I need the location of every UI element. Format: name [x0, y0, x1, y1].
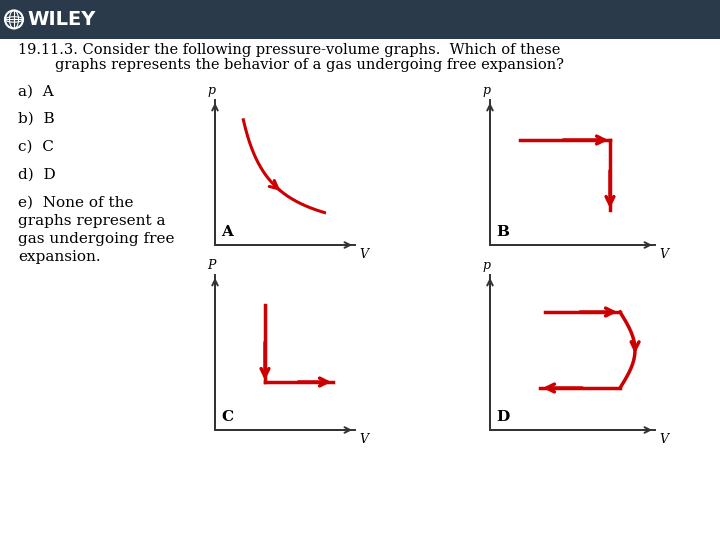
Text: V: V: [359, 433, 368, 446]
Text: V: V: [359, 248, 368, 261]
Text: B: B: [496, 225, 509, 239]
Text: D: D: [496, 410, 509, 424]
Text: gas undergoing free: gas undergoing free: [18, 232, 174, 246]
Text: P: P: [207, 259, 215, 272]
Text: WILEY: WILEY: [27, 10, 95, 29]
Text: expansion.: expansion.: [18, 250, 101, 264]
Text: d)  D: d) D: [18, 168, 55, 182]
Text: C: C: [221, 410, 233, 424]
Text: c)  C: c) C: [18, 140, 54, 154]
Text: e)  None of the: e) None of the: [18, 196, 133, 210]
Text: V: V: [659, 433, 668, 446]
Text: b)  B: b) B: [18, 112, 55, 126]
Text: V: V: [659, 248, 668, 261]
Text: a)  A: a) A: [18, 85, 54, 99]
Text: p: p: [482, 84, 490, 97]
Text: 19.11.3. Consider the following pressure-volume graphs.  Which of these: 19.11.3. Consider the following pressure…: [18, 43, 560, 57]
Text: graphs represents the behavior of a gas undergoing free expansion?: graphs represents the behavior of a gas …: [18, 58, 564, 72]
Bar: [0, 0, 720, 39]
Text: p: p: [207, 84, 215, 97]
Text: p: p: [482, 259, 490, 272]
Text: A: A: [221, 225, 233, 239]
Text: graphs represent a: graphs represent a: [18, 214, 166, 228]
